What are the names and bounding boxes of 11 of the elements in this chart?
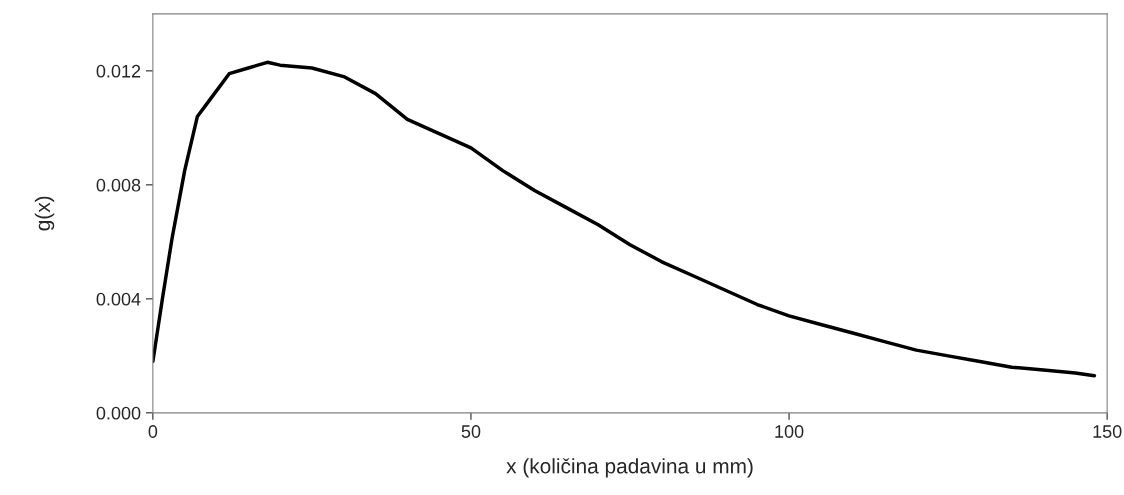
x-tick-label: 0 [148, 425, 158, 438]
y-tick-label: 0.008 [96, 178, 141, 192]
line-series [152, 60, 1097, 378]
y-tick-label: 0.004 [96, 292, 141, 306]
y-tick-label: 0.012 [96, 64, 141, 78]
x-tick-label: 100 [775, 425, 804, 438]
y-tick-label: 0.000 [96, 406, 141, 420]
y-axis-title: g(x) [34, 196, 55, 231]
x-axis-title: x (količina padavina u mm) [506, 458, 753, 478]
x-tick-label: 150 [1093, 425, 1122, 438]
x-tick-label: 50 [461, 425, 481, 438]
